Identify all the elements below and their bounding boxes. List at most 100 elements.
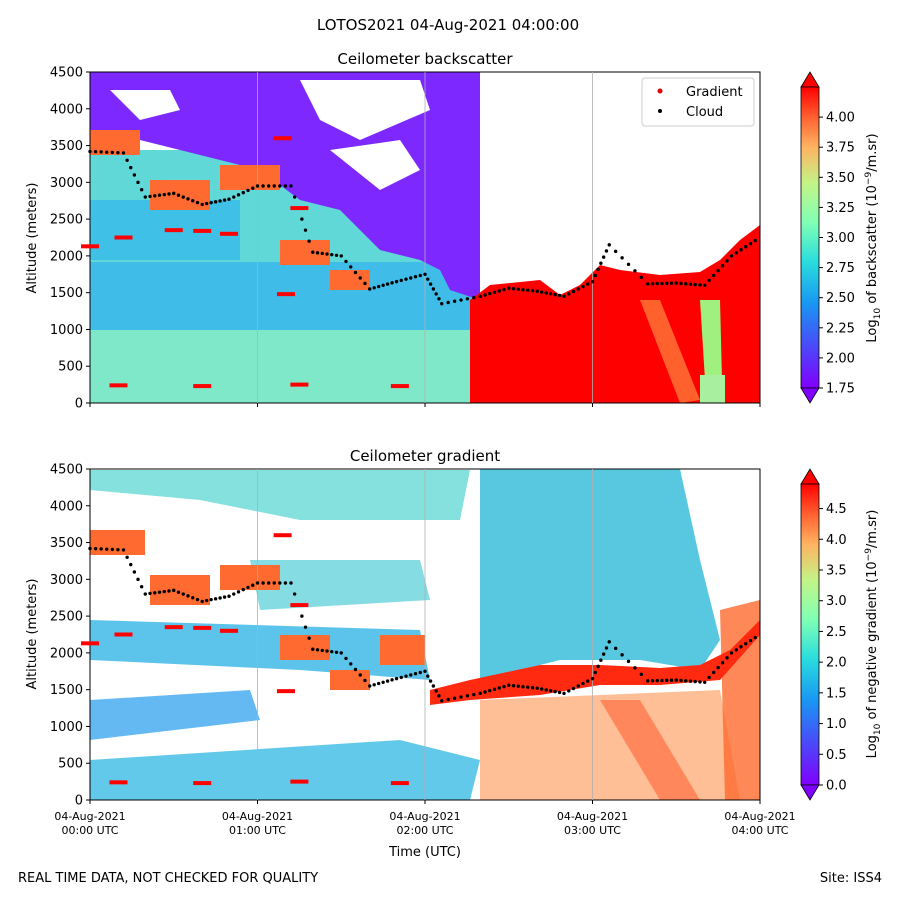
cloud-point — [488, 688, 492, 693]
cloud-point — [385, 679, 390, 683]
cloud-point — [434, 689, 438, 693]
cloud-point — [390, 678, 394, 682]
cloud-point — [693, 679, 697, 684]
cloud-point — [292, 195, 297, 199]
colorbar-tick-label: 2.25 — [826, 321, 855, 336]
cloud-point — [423, 669, 427, 673]
cloud-point — [191, 596, 195, 600]
ytick-label: 2500 — [50, 610, 83, 625]
cloud-point — [716, 268, 720, 273]
cloud-point — [251, 583, 255, 587]
cloud-point — [204, 598, 209, 603]
cloud-point — [167, 589, 171, 593]
cloud-point — [548, 292, 553, 296]
gradient-point — [390, 384, 409, 389]
top-y-axis: 0 500 1000 1500 2000 2500 3000 3500 4000 4500 — [50, 66, 90, 412]
cloud-point — [209, 200, 213, 205]
cloud-point — [136, 577, 140, 582]
ytick-label: 0 — [75, 397, 83, 412]
cloud-point — [246, 585, 250, 590]
cloud-point — [283, 184, 288, 188]
cloud-point — [703, 680, 707, 685]
cloud-point — [394, 279, 399, 284]
cloud-point — [650, 679, 655, 683]
top-colorbar-ticks: 1.75 2.00 2.25 2.50 2.75 3.00 3.25 3.50 3.75 4.00 — [819, 111, 855, 397]
colorbar-tick-label: 3.00 — [826, 231, 855, 246]
cloud-point — [553, 689, 557, 694]
legend-gradient-label: Gradient — [686, 85, 743, 100]
cloud-point — [376, 681, 381, 686]
cloud-point — [232, 592, 236, 596]
cloud-point — [655, 281, 659, 286]
cloud-point — [599, 261, 603, 265]
cloud-point — [218, 199, 222, 203]
gradient-cyan-region — [480, 469, 720, 680]
cloud-point — [567, 689, 571, 693]
cloud-point — [241, 587, 245, 592]
cloud-point — [744, 641, 748, 646]
cloud-point — [358, 673, 362, 677]
cloud-point — [601, 255, 606, 259]
cloud-point — [110, 547, 115, 552]
bottom-colorbar-ticks: 0.0 0.5 1.0 1.5 2.0 2.5 3.0 3.5 4.0 4.5 — [819, 502, 847, 794]
cloud-point — [426, 674, 430, 678]
cloud-point — [330, 649, 334, 654]
cloud-point — [544, 291, 548, 295]
cloud-point — [349, 265, 353, 269]
cloud-point — [153, 194, 157, 198]
top-ylabel: Altitude (meters) — [25, 183, 40, 294]
cloud-point — [744, 244, 748, 249]
cloud-point — [502, 684, 506, 689]
cloud-point — [725, 259, 729, 263]
ytick-label: 3500 — [50, 139, 83, 154]
bottom-gradient-series — [81, 533, 409, 786]
cloud-point — [725, 656, 729, 660]
cloud-series — [88, 149, 757, 306]
cloud-point — [116, 547, 120, 552]
bottom-y-axis: 0 500 1000 1500 2000 2500 3000 3500 4000 4500 — [50, 463, 90, 809]
cloud-point — [227, 594, 231, 598]
cloud-point — [639, 672, 644, 677]
cloud-point — [586, 282, 590, 286]
cloud-point — [601, 652, 606, 656]
cloud-point — [93, 546, 98, 551]
cloud-point — [116, 150, 120, 155]
cloud-point — [665, 281, 669, 286]
cloud-point — [437, 297, 441, 301]
legend-cloud-marker — [658, 109, 662, 113]
cloud-point — [315, 648, 320, 652]
cloud-point — [452, 696, 457, 700]
cloud-point — [121, 151, 126, 155]
cloud-point — [181, 592, 185, 596]
cloud-point — [241, 190, 245, 195]
cloud-point — [311, 647, 315, 651]
cloud-point — [553, 292, 557, 297]
cloud-point — [110, 150, 115, 155]
cloud-point — [604, 646, 609, 650]
gradient-point — [220, 231, 239, 236]
cloud-point — [707, 675, 711, 680]
cloud-point — [162, 589, 166, 594]
ytick-label: 1000 — [50, 323, 83, 338]
legend-cloud-label: Cloud — [686, 105, 723, 120]
cloud-point — [99, 150, 103, 154]
cloud-point — [105, 547, 109, 551]
cloud-point — [633, 666, 637, 670]
cloud-point — [272, 581, 276, 585]
cloud-point — [688, 282, 693, 286]
xtick-time: 01:00 UTC — [229, 824, 286, 837]
gradient-layer-band — [430, 620, 760, 705]
cloud-point — [703, 283, 707, 288]
cloud-point — [88, 149, 92, 154]
cloud-point — [613, 646, 618, 651]
cloud-point — [548, 689, 553, 693]
cloud-point — [320, 251, 324, 256]
figure-title: LOTOS2021 04-Aug-2021 04:00:00 — [317, 16, 579, 34]
colorbar-tick-label: 0.5 — [826, 748, 847, 763]
colorbar-tick-label: 1.0 — [826, 717, 847, 732]
ytick-label: 3000 — [50, 176, 83, 191]
cloud-point — [315, 251, 320, 255]
cloud-point — [232, 195, 236, 199]
cloud-point — [125, 555, 129, 559]
cloud-point — [596, 267, 600, 272]
